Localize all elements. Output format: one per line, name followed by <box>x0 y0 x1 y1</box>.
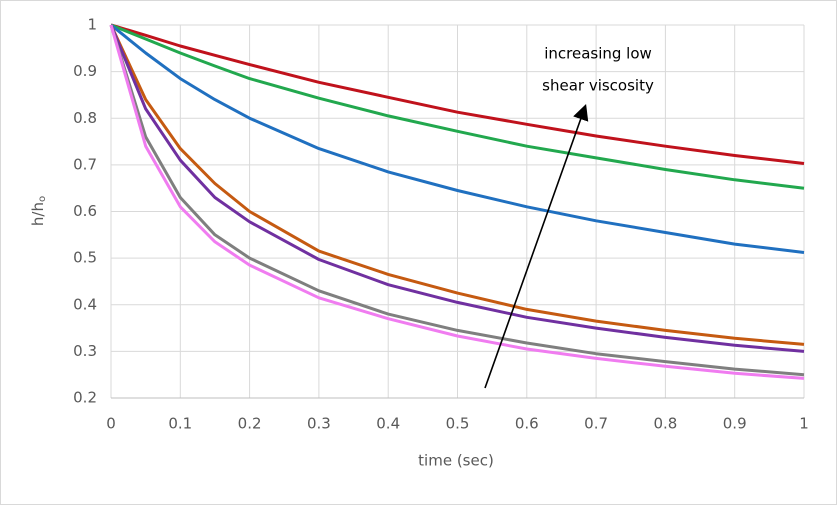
x-tick-label: 0.1 <box>168 415 192 433</box>
x-tick-label: 0.7 <box>584 415 608 433</box>
y-axis-title-sub: o <box>37 196 48 202</box>
series-line <box>109 24 805 380</box>
y-tick-label: 0.6 <box>73 202 97 220</box>
x-tick-label: 0.3 <box>307 415 331 433</box>
y-tick-label: 0.9 <box>73 62 97 80</box>
plot-area: 0.2 0.3 0.4 0.5 0.6 0.7 0.8 0.9 1 0 0.1 0.2 0.3 0.4 0.… <box>73 16 809 433</box>
y-tick-label: 0.8 <box>73 109 97 127</box>
x-tick-label: 0.6 <box>515 415 539 433</box>
annotation-arrow <box>484 103 589 389</box>
y-axis-title-main: h/h <box>29 202 47 226</box>
x-tick-label: 0.4 <box>376 415 400 433</box>
y-axis-title: h/ho <box>29 196 49 226</box>
annotation-line: increasing low <box>544 45 652 63</box>
series-line <box>109 24 805 377</box>
series-line <box>109 24 805 346</box>
y-tick-label: 0.4 <box>73 295 97 313</box>
annotation-line: shear viscosity <box>542 77 654 95</box>
series-line <box>110 23 805 254</box>
series-line <box>109 24 805 353</box>
series-line <box>110 23 805 165</box>
y-tick-label: 0.5 <box>73 249 97 267</box>
y-tick-label: 0.3 <box>73 342 97 360</box>
x-tick-label: 0.8 <box>653 415 677 433</box>
x-tick-label: 0.5 <box>446 415 470 433</box>
x-tick-label: 0 <box>106 415 116 433</box>
x-tick-label: 1 <box>799 415 809 433</box>
y-tick-label: 0.7 <box>73 155 97 173</box>
y-tick-label: 0.2 <box>73 389 97 407</box>
x-tick-label: 0.2 <box>238 415 262 433</box>
series-line <box>110 23 805 190</box>
x-axis-title: time (sec) <box>418 452 494 470</box>
x-tick-label: 0.9 <box>723 415 747 433</box>
y-tick-label: 1 <box>87 16 97 34</box>
